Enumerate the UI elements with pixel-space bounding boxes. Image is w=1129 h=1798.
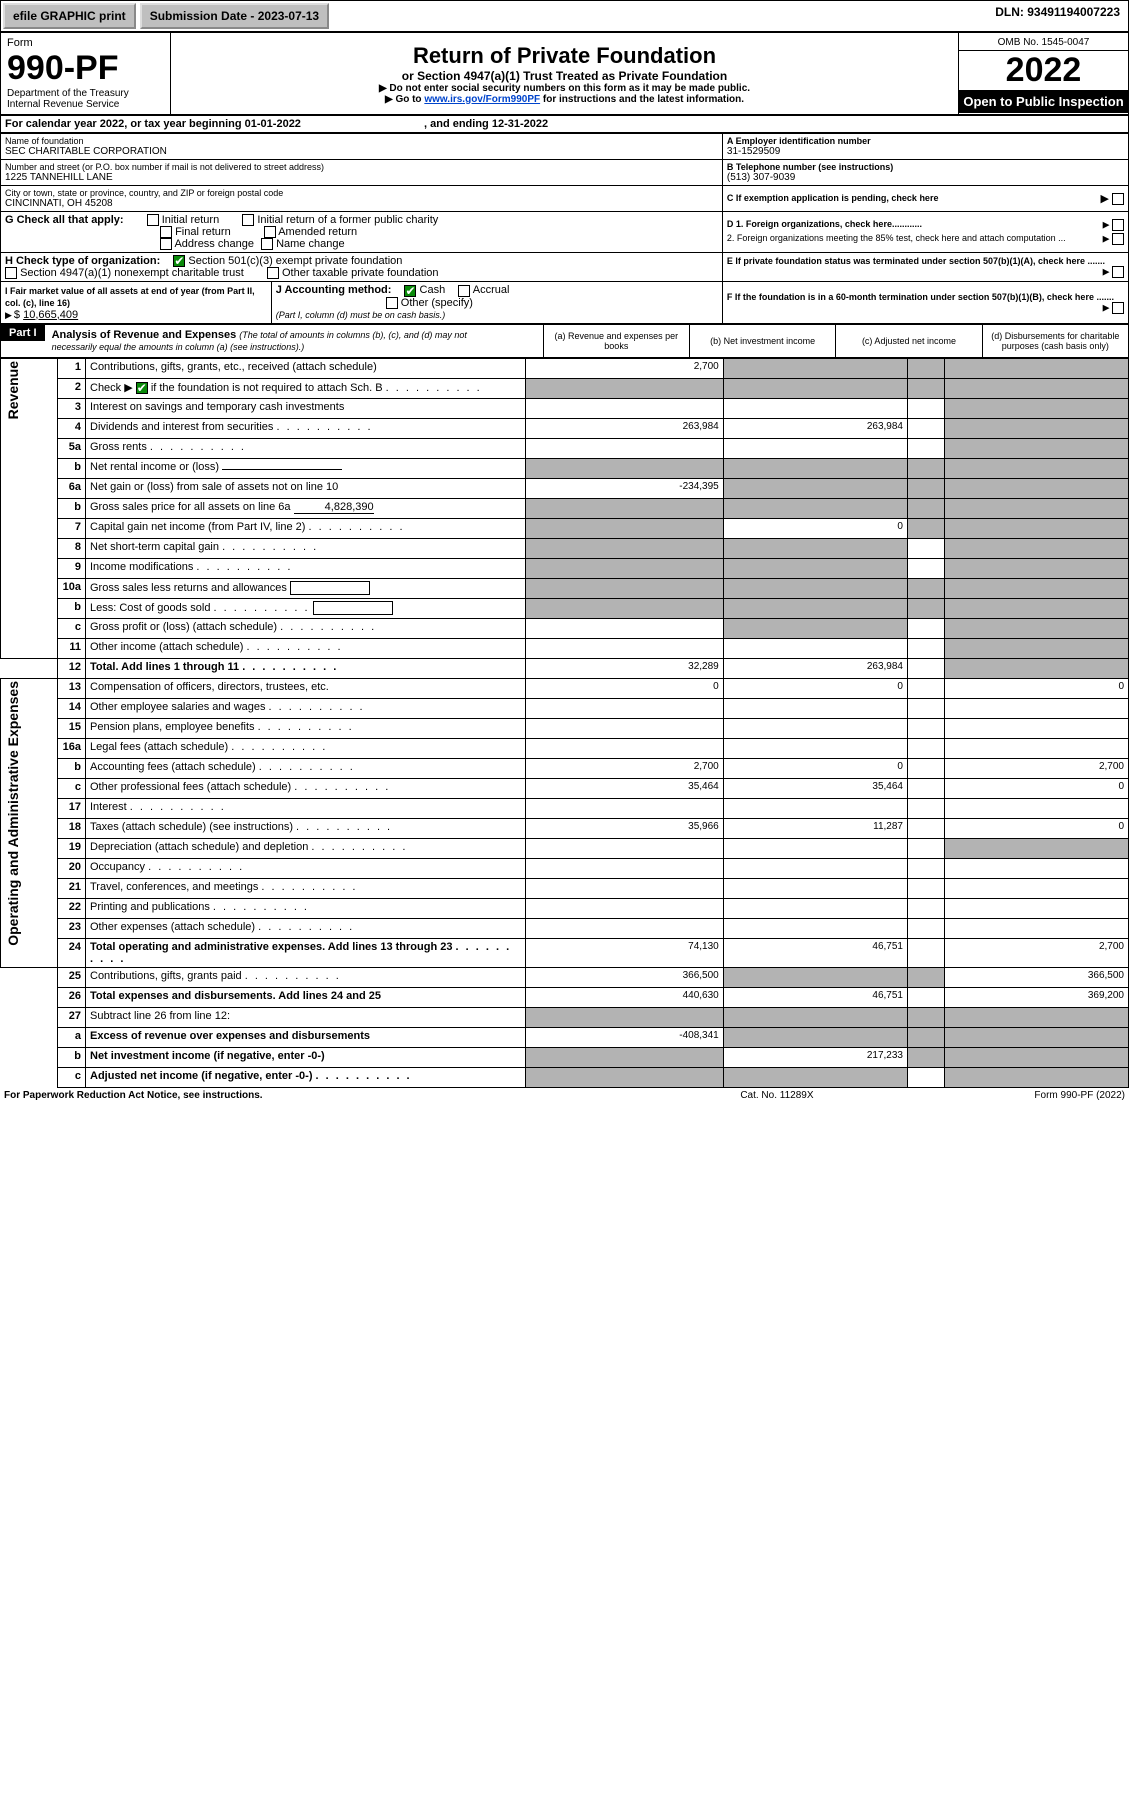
expense-sidebar: Operating and Administrative Expenses [1, 678, 58, 967]
id-block: Name of foundation SEC CHARITABLE CORPOR… [0, 133, 1129, 212]
note2: ▶ Go to www.irs.gov/Form990PF for instru… [177, 94, 952, 105]
efile-button[interactable]: efile GRAPHIC print [3, 3, 136, 29]
col-b: (b) Net investment income [689, 324, 835, 357]
ein-label: A Employer identification number [727, 136, 1124, 146]
footer: For Paperwork Reduction Act Notice, see … [0, 1088, 1129, 1103]
dln-value: 93491194007223 [1027, 5, 1120, 19]
line2-label: Check ▶ if the foundation is not require… [86, 378, 526, 398]
part1-header: Part I Analysis of Revenue and Expenses … [0, 324, 1129, 358]
subdate-value: 2023-07-13 [258, 9, 319, 23]
irs: Internal Revenue Service [7, 99, 164, 110]
calendar-year: For calendar year 2022, or tax year begi… [0, 115, 1129, 133]
open-public: Open to Public Inspection [959, 90, 1128, 113]
g-d-block: G Check all that apply: Initial return I… [0, 212, 1129, 253]
col-a: (a) Revenue and expenses per books [543, 324, 689, 357]
j-cash[interactable] [404, 285, 416, 297]
footer-right: Form 990-PF (2022) [880, 1088, 1129, 1103]
dln-label: DLN: [995, 5, 1027, 19]
addr: 1225 TANNEHILL LANE [5, 172, 718, 183]
h-e-block: H Check type of organization: Section 50… [0, 253, 1129, 282]
dln: DLN: 93491194007223 [987, 1, 1128, 31]
phone-label: B Telephone number (see instructions) [727, 162, 1124, 172]
i-label: I Fair market value of all assets at end… [5, 286, 255, 308]
d2-check[interactable] [1112, 233, 1124, 245]
form990pf-link[interactable]: www.irs.gov/Form990PF [424, 94, 540, 105]
form-label: Form [7, 37, 164, 49]
h-label: H Check type of organization: [5, 255, 160, 267]
phone: (513) 307-9039 [727, 172, 1124, 183]
line1-label: Contributions, gifts, grants, etc., rece… [86, 358, 526, 378]
form-title: Return of Private Foundation [177, 43, 952, 69]
addr-label: Number and street (or P.O. box number if… [5, 162, 718, 172]
d2-label: 2. Foreign organizations meeting the 85%… [727, 233, 1066, 243]
j-note: (Part I, column (d) must be on cash basi… [276, 310, 446, 320]
ein: 31-1529509 [727, 146, 1124, 157]
g-amended[interactable] [264, 226, 276, 238]
note1: ▶ Do not enter social security numbers o… [177, 83, 952, 94]
f-check[interactable] [1112, 302, 1124, 314]
g-initial[interactable] [147, 214, 159, 226]
line1-a: 2,700 [525, 358, 723, 378]
h-4947[interactable] [5, 267, 17, 279]
e-label: E If private foundation status was termi… [727, 256, 1105, 266]
line1-b [723, 358, 907, 378]
j-accrual[interactable] [458, 285, 470, 297]
c-checkbox[interactable] [1112, 193, 1124, 205]
city: CINCINNATI, OH 45208 [5, 198, 718, 209]
col-c: (c) Adjusted net income [836, 324, 982, 357]
part1-label: Part I [1, 325, 45, 341]
h-501c3[interactable] [173, 255, 185, 267]
d1-label: D 1. Foreign organizations, check here..… [727, 219, 922, 229]
e-check[interactable] [1112, 266, 1124, 278]
line1-d [944, 358, 1128, 378]
subdate-label: Submission Date - [150, 9, 258, 23]
dept: Department of the Treasury [7, 88, 164, 99]
c-label: C If exemption application is pending, c… [727, 193, 939, 203]
d1-check[interactable] [1112, 219, 1124, 231]
city-label: City or town, state or province, country… [5, 188, 718, 198]
j-label: J Accounting method: [276, 284, 392, 296]
part1-title: Analysis of Revenue and Expenses [52, 329, 237, 341]
g-final[interactable] [160, 226, 172, 238]
g-name[interactable] [261, 238, 273, 250]
omb: OMB No. 1545-0047 [959, 35, 1128, 51]
j-other[interactable] [386, 297, 398, 309]
h-other[interactable] [267, 267, 279, 279]
col-d: (d) Disbursements for charitable purpose… [982, 324, 1128, 357]
g-initial-former[interactable] [242, 214, 254, 226]
name-label: Name of foundation [5, 136, 718, 146]
i-j-f-block: I Fair market value of all assets at end… [0, 282, 1129, 323]
g-address[interactable] [160, 238, 172, 250]
footer-left: For Paperwork Reduction Act Notice, see … [0, 1088, 674, 1103]
f-label: F If the foundation is in a 60-month ter… [727, 292, 1114, 302]
line1-c [907, 358, 944, 378]
g-label: G Check all that apply: [5, 214, 124, 226]
tax-year: 2022 [959, 51, 1128, 90]
topbar: efile GRAPHIC print Submission Date - 20… [0, 0, 1129, 32]
foundation-name: SEC CHARITABLE CORPORATION [5, 146, 718, 157]
schb-check[interactable] [136, 382, 148, 394]
footer-mid: Cat. No. 11289X [674, 1088, 879, 1103]
revenue-sidebar: Revenue [1, 358, 58, 658]
form-header: Form 990-PF Department of the Treasury I… [0, 32, 1129, 115]
form-subtitle: or Section 4947(a)(1) Trust Treated as P… [177, 69, 952, 83]
part1-grid: Revenue 1 Contributions, gifts, grants, … [0, 358, 1129, 1088]
form-number: 990-PF [7, 49, 164, 88]
i-value: 10,665,409 [23, 309, 78, 321]
submission-date-button[interactable]: Submission Date - 2023-07-13 [140, 3, 329, 29]
